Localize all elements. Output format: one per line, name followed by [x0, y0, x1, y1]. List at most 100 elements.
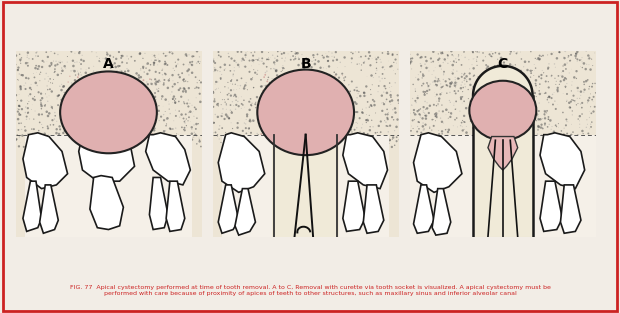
Point [266, 116, 276, 121]
Point [530, 56, 540, 61]
Point [229, 87, 239, 92]
Point [177, 141, 187, 146]
Point [34, 112, 44, 117]
Point [451, 80, 461, 85]
Point [306, 83, 316, 88]
Point [409, 117, 419, 122]
Point [547, 124, 557, 129]
Point [453, 89, 463, 94]
Point [510, 114, 520, 119]
Point [388, 53, 397, 58]
Point [422, 100, 432, 105]
Point [66, 115, 76, 120]
Point [379, 64, 389, 69]
Point [111, 122, 121, 127]
Point [519, 96, 529, 101]
Point [350, 115, 360, 120]
Point [216, 90, 226, 95]
Point [541, 90, 551, 95]
Point [319, 116, 329, 121]
Point [283, 118, 293, 123]
Point [459, 78, 469, 83]
Point [337, 91, 347, 96]
Point [263, 90, 273, 95]
Point [255, 59, 265, 64]
Point [383, 129, 393, 134]
Point [497, 94, 507, 99]
Point [311, 123, 321, 128]
Point [185, 109, 195, 114]
Point [351, 110, 361, 115]
Point [334, 99, 343, 104]
Point [434, 128, 444, 133]
Point [229, 103, 239, 108]
Point [264, 135, 274, 140]
Point [73, 121, 82, 126]
Point [425, 126, 435, 131]
Point [488, 102, 498, 107]
Point [371, 136, 381, 141]
Point [453, 54, 463, 59]
Point [241, 53, 250, 58]
Point [268, 82, 278, 87]
Point [324, 78, 334, 83]
Point [432, 83, 441, 88]
Point [591, 90, 601, 95]
Point [434, 135, 444, 140]
Point [363, 117, 373, 122]
Point [24, 99, 34, 104]
Point [23, 131, 33, 136]
Point [308, 131, 318, 136]
Point [298, 100, 308, 105]
Point [224, 91, 234, 96]
Point [146, 58, 156, 63]
Point [96, 101, 106, 106]
Point [310, 62, 320, 67]
Point [355, 115, 365, 120]
Point [23, 101, 33, 106]
Point [301, 122, 311, 127]
Point [229, 58, 239, 63]
Point [329, 55, 339, 60]
Point [195, 139, 205, 144]
Point [430, 118, 440, 123]
Point [36, 98, 46, 103]
Point [174, 99, 184, 104]
Point [508, 86, 518, 91]
Point [495, 118, 505, 123]
Point [185, 60, 195, 65]
Point [491, 94, 501, 99]
Point [410, 98, 420, 103]
Point [495, 71, 505, 76]
Point [14, 107, 24, 112]
Point [576, 57, 586, 62]
Point [391, 57, 401, 62]
Point [280, 80, 290, 85]
Point [151, 126, 161, 131]
Point [297, 147, 307, 152]
Point [332, 65, 342, 70]
Point [244, 69, 254, 74]
Point [108, 63, 118, 68]
Point [162, 63, 172, 68]
Point [107, 113, 117, 118]
Point [239, 121, 249, 126]
Point [584, 62, 594, 67]
Point [181, 89, 191, 94]
Point [484, 122, 494, 127]
Point [544, 95, 554, 100]
Point [476, 107, 485, 112]
Point [374, 74, 384, 80]
Point [16, 57, 25, 62]
Point [467, 86, 477, 91]
Point [338, 117, 348, 122]
Point [168, 78, 178, 83]
Point [494, 51, 504, 56]
Point [264, 111, 273, 116]
Point [518, 110, 528, 115]
Point [498, 105, 508, 110]
Point [321, 129, 330, 134]
Point [46, 61, 56, 66]
Point [339, 78, 349, 83]
Point [113, 100, 123, 105]
